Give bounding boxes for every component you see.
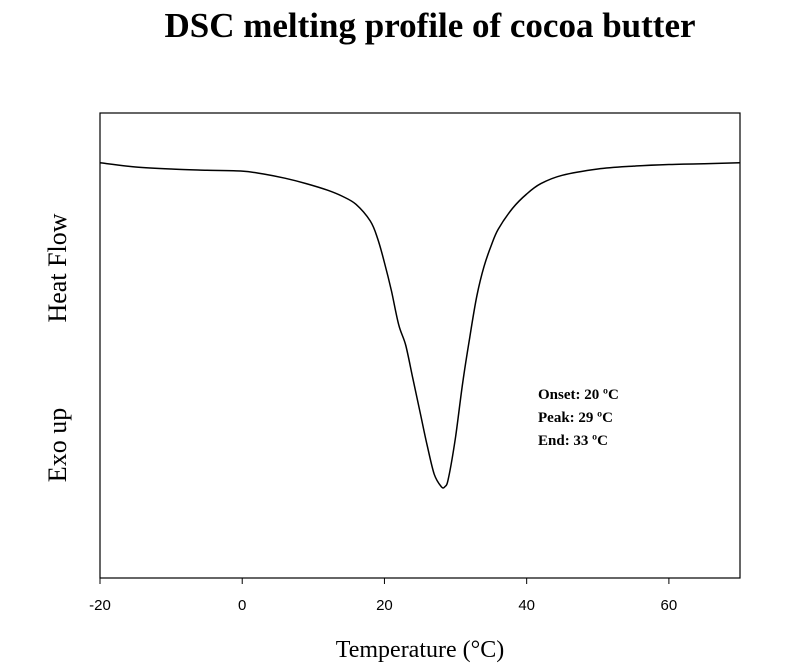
- annotation-end: End: 33 ºC: [538, 433, 608, 449]
- plot-frame: [99, 112, 741, 579]
- x-tick-label: 20: [376, 597, 393, 614]
- heat-flow-curve: [99, 162, 741, 489]
- y-axis-label-exo-up: Exo up: [43, 408, 72, 482]
- x-axis-label: Temperature (°C): [336, 637, 505, 663]
- x-tick-label: 0: [238, 597, 246, 614]
- annotation-onset: Onset: 20 ºC: [538, 387, 619, 403]
- x-tick-label: 40: [518, 597, 535, 614]
- x-axis: -20 0 20 40 60: [89, 578, 677, 614]
- annotation-peak: Peak: 29 ºC: [538, 410, 613, 426]
- x-tick-label: -20: [89, 597, 111, 614]
- chart-title: DSC melting profile of cocoa butter: [164, 6, 696, 45]
- y-axis-label-heat-flow: Heat Flow: [43, 213, 72, 322]
- x-tick-label: 60: [661, 597, 678, 614]
